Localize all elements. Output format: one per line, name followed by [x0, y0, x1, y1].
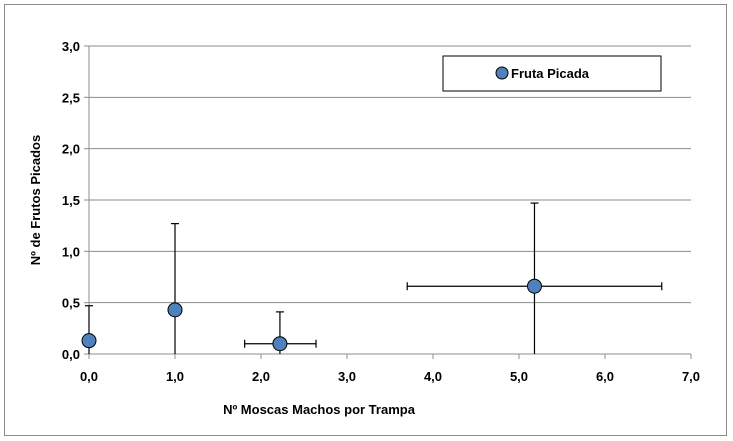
y-axis-title: Nº de Frutos Picados: [28, 135, 43, 265]
y-tick-label: 3,0: [62, 39, 80, 54]
data-point: [526, 278, 542, 294]
y-tick-label: 2,0: [62, 142, 80, 157]
data-points: [81, 278, 542, 352]
x-tick-label: 5,0: [510, 369, 528, 384]
x-tick-label: 1,0: [166, 369, 184, 384]
x-tick-label: 4,0: [424, 369, 442, 384]
y-tick-label: 1,0: [62, 244, 80, 259]
x-tick-label: 2,0: [252, 369, 270, 384]
legend-label: Fruta Picada: [511, 66, 590, 81]
x-axis-title: Nº Moscas Machos por Trampa: [223, 402, 416, 417]
y-tick-labels: 0,0 0,5 1,0 1,5 2,0 2,5 3,0: [62, 39, 80, 362]
x-tick-label: 6,0: [596, 369, 614, 384]
x-tick-label: 7,0: [682, 369, 700, 384]
axes: [84, 45, 692, 359]
y-tick-label: 1,5: [62, 193, 80, 208]
error-bars: [85, 202, 663, 354]
data-point: [272, 336, 288, 352]
x-tick-labels: 0,0 1,0 2,0 3,0 4,0 5,0 6,0 7,0: [80, 369, 700, 384]
x-tick-label: 3,0: [338, 369, 356, 384]
legend-marker: [495, 66, 509, 80]
x-tick-label: 0,0: [80, 369, 98, 384]
y-tick-label: 2,5: [62, 90, 80, 105]
legend: Fruta Picada: [442, 55, 662, 92]
legend-box: [442, 55, 662, 92]
data-point: [167, 302, 183, 318]
data-point: [81, 333, 97, 349]
y-tick-label: 0,0: [62, 347, 80, 362]
y-tick-label: 0,5: [62, 296, 80, 311]
gridlines: [89, 45, 691, 304]
